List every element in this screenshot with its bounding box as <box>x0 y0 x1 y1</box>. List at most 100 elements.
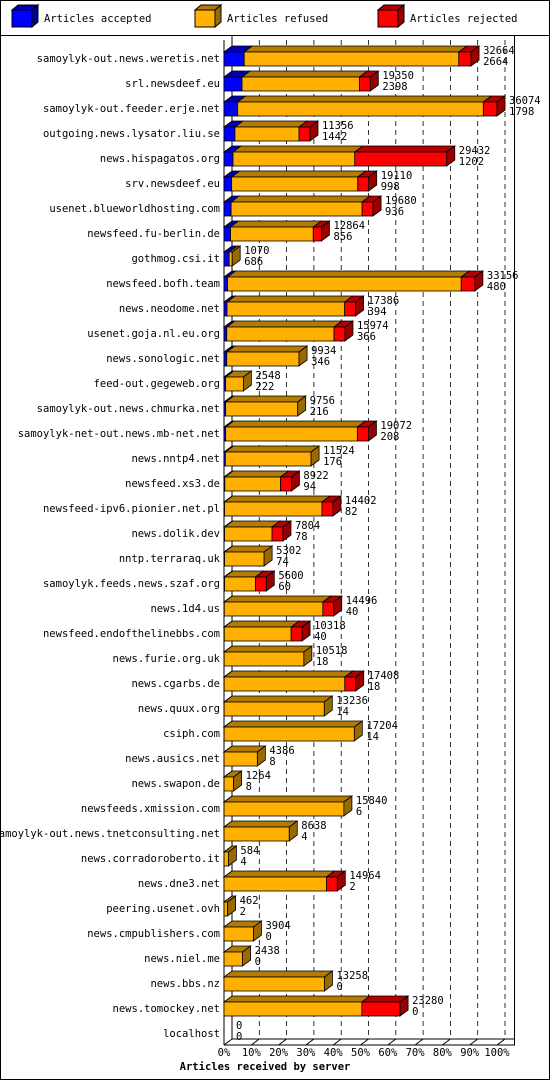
x-tick-label: 0% <box>218 1047 231 1059</box>
x-axis-title: Articles received by server <box>180 1061 351 1073</box>
bar-segment <box>229 195 372 217</box>
bar-side <box>332 495 342 517</box>
y-tick-label: usenet.blueworldhosting.com <box>49 203 220 215</box>
bar <box>223 676 346 692</box>
y-tick-label: news.bbs.nz <box>150 978 220 990</box>
accepted-label: 346 <box>311 356 330 368</box>
y-tick-label: news.neodome.net <box>119 303 220 315</box>
y-tick-label: nntp.terraraq.uk <box>119 553 221 565</box>
y-tick-label: samoylyk-out.news.chmurka.net <box>37 403 220 415</box>
bar-side <box>353 720 363 742</box>
bar-side <box>333 595 343 617</box>
bar <box>223 101 239 117</box>
bar-side <box>344 320 354 342</box>
y-tick-label: news.nntp4.net <box>131 453 220 465</box>
bar <box>223 76 243 92</box>
y-tick-label: peering.usenet.ovh <box>106 903 220 915</box>
bar <box>226 301 346 317</box>
offered-label: 19072 <box>380 420 412 432</box>
accepted-label: 74 <box>276 556 289 568</box>
bar-side <box>474 270 484 292</box>
bar <box>223 201 232 217</box>
accepted-label: 94 <box>303 481 316 493</box>
bar-side <box>496 95 506 117</box>
bar-side <box>399 995 409 1017</box>
legend-item: Articles rejected <box>376 3 517 29</box>
y-tick-label: newsfeed.endofthelinebbs.com <box>43 628 220 640</box>
bar-side <box>355 670 365 692</box>
bar-segment <box>224 445 321 467</box>
offered-label: 29432 <box>459 145 491 157</box>
bar <box>241 76 360 92</box>
bar-side <box>309 120 319 142</box>
bar-segment <box>224 395 307 417</box>
offered-label: 14964 <box>349 870 381 882</box>
y-tick-label: gothmog.csi.it <box>131 253 220 265</box>
bar <box>482 101 498 117</box>
y-tick-label: news.1d4.us <box>150 603 220 615</box>
bar-segment <box>222 720 364 742</box>
bar <box>224 576 256 592</box>
bar <box>223 851 229 867</box>
bar <box>223 601 324 617</box>
bar <box>223 826 290 842</box>
offered-label: 9756 <box>310 395 335 407</box>
bar-side <box>242 370 252 392</box>
bar <box>223 926 254 942</box>
accepted-label: 2398 <box>382 81 407 93</box>
bar-segment <box>223 620 301 642</box>
bar-top <box>222 995 372 1003</box>
bar-side <box>446 145 456 167</box>
accepted-label: 998 <box>381 181 400 193</box>
offered-label: 36074 <box>509 95 541 107</box>
accepted-label: 40 <box>314 631 327 643</box>
bar <box>223 351 228 367</box>
bar <box>223 801 345 817</box>
accepted-label: 8 <box>269 756 275 768</box>
x-tick-label: 70% <box>406 1047 426 1059</box>
y-tick-label: newsfeed-ipv6.pionier.net.pl <box>43 503 220 515</box>
x-tick-label: 30% <box>296 1047 316 1059</box>
bar <box>354 151 448 167</box>
y-tick-label: news.hispagatos.org <box>100 153 220 165</box>
bar-segment <box>229 220 323 242</box>
y-tick-label: news.cgarbs.de <box>131 678 220 690</box>
accepted-label: 394 <box>368 306 387 318</box>
bar-side <box>291 470 300 492</box>
accepted-label: 1798 <box>509 106 534 118</box>
bar-top <box>229 220 323 228</box>
offered-label: 2438 <box>255 945 280 957</box>
y-tick-label: news.sonologic.net <box>106 353 220 365</box>
bar-side <box>368 170 378 192</box>
bar <box>223 876 327 892</box>
bar <box>223 976 325 992</box>
accepted-label: 216 <box>310 406 329 418</box>
bar <box>223 126 236 142</box>
offered-label: 1070 <box>244 245 269 257</box>
bar <box>254 576 267 592</box>
bar-segment <box>223 595 333 617</box>
accepted-label: 2 <box>240 906 246 918</box>
offered-label: 5600 <box>278 570 303 582</box>
offered-label: 0 <box>236 1020 242 1032</box>
bar-segment <box>222 870 336 892</box>
bar-side <box>227 895 236 917</box>
bar <box>225 376 244 392</box>
accepted-label: 2664 <box>483 56 508 68</box>
y-tick-label: usenet.goja.nl.eu.org <box>87 328 220 340</box>
bar-segment <box>222 745 267 767</box>
bar-segment <box>231 145 364 167</box>
y-tick-label: samoylyk-out.news.tnetconsulting.net <box>0 828 220 840</box>
tick-mark <box>387 1038 397 1046</box>
legend-item: Articles accepted <box>10 3 151 29</box>
bar <box>361 201 374 217</box>
bar-segment <box>222 645 314 667</box>
bar <box>357 426 369 442</box>
bar <box>223 751 258 767</box>
accepted-label: 480 <box>487 281 506 293</box>
y-tick-label: news.furie.org.uk <box>113 653 221 665</box>
bar-segment <box>240 70 369 92</box>
x-tick-label: 60% <box>378 1047 398 1059</box>
y-tick-label: newsfeed.bofh.team <box>106 278 220 290</box>
offered-label: 17204 <box>366 720 398 732</box>
